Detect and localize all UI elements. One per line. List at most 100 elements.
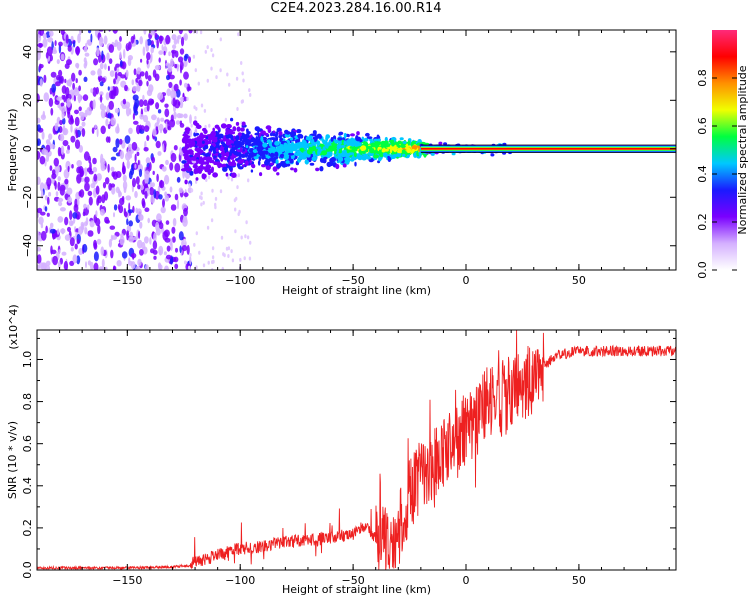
spectrogram-cell [189, 114, 192, 124]
spectrogram-cell [132, 254, 135, 260]
spectrogram-cell [81, 128, 86, 137]
spectrogram-cell [240, 235, 243, 240]
spectrogram-cell [237, 166, 244, 170]
spectrogram-cell [193, 242, 196, 247]
spectrogram-cell [163, 251, 167, 256]
spectrogram-cell [60, 145, 65, 155]
spectrogram-cell [164, 265, 169, 270]
spectrogram-cell [78, 69, 82, 76]
spectrogram-cell [99, 208, 105, 216]
x-tick-label: −100 [225, 274, 255, 287]
spectrogram-cell [55, 81, 61, 87]
spectrogram-cell [145, 264, 149, 270]
spectrogram-cell [76, 160, 82, 167]
spectrogram-cell [142, 94, 145, 101]
spectrogram-cell [259, 172, 263, 177]
spectrogram-cell [139, 36, 143, 45]
spectrogram-cell [254, 126, 260, 132]
spectrogram-cell [144, 207, 150, 212]
spectrogram-cell [65, 93, 72, 101]
spectrogram-cell [236, 185, 239, 190]
x-tick-label: −100 [225, 574, 255, 587]
spectrogram-cell [152, 128, 157, 137]
spectrogram-cell [211, 159, 215, 164]
spectrogram-cell [306, 148, 313, 155]
y-tick-label: 40 [21, 45, 34, 59]
spectrogram-cell [322, 146, 327, 151]
spectrogram-cell [198, 133, 205, 140]
spectrogram-cell [66, 187, 73, 195]
spectrogram-cell [67, 45, 72, 52]
spectrogram-cell [43, 92, 50, 102]
spectrogram-cell [151, 156, 156, 164]
spectrogram-cell [325, 135, 329, 142]
spectrogram-cell [121, 195, 125, 202]
spectrogram-cell [139, 71, 145, 77]
spectrogram-cell [119, 36, 122, 42]
y-axis-label: Frequency (Hz) [6, 109, 19, 192]
spectrogram-cell [179, 48, 185, 55]
spectrogram-cell [218, 153, 222, 158]
colorbar-tick-label: 0.8 [696, 69, 709, 87]
spectrogram-cell [110, 166, 115, 172]
spectrogram-cell [172, 236, 176, 243]
spectrogram-cell [231, 172, 237, 178]
spectrogram-cell [56, 96, 63, 101]
spectrogram-cell [166, 74, 170, 81]
spectrogram-cell [78, 145, 84, 153]
spectrogram-cell [93, 239, 97, 249]
spectrogram-cell [233, 162, 237, 166]
spectrogram-cell [397, 150, 403, 154]
spectrogram-cell [75, 46, 81, 55]
spectrogram-cell [223, 253, 226, 258]
spectrogram-cell [62, 140, 69, 147]
spectrogram-cell [59, 75, 64, 84]
spectrogram-cell [144, 170, 150, 180]
spectrogram-cell [67, 226, 71, 232]
spectrogram-cell [391, 142, 395, 147]
spectrogram-cell [84, 182, 90, 192]
spectrogram-cell [373, 138, 379, 142]
spectrogram-cell [158, 245, 164, 256]
spectrogram-cell [350, 133, 355, 137]
spectrogram-cell [366, 136, 373, 140]
spectrogram-cell [362, 150, 366, 154]
spectrogram-cell [337, 156, 344, 162]
spectrogram-cell [161, 166, 167, 172]
spectrogram-cell [198, 250, 201, 255]
spectrogram-cell [169, 186, 173, 193]
spectrogram-cell [37, 138, 41, 146]
spectrogram-cell [87, 204, 90, 210]
spectrogram-cell [152, 240, 158, 250]
spectrogram-cell [349, 146, 353, 149]
spectrogram-cell [46, 212, 50, 217]
spectrogram-cell [113, 204, 118, 211]
spectrogram-cell [44, 206, 48, 212]
spectrogram-cell [110, 117, 117, 126]
spectrogram-cell [155, 221, 160, 232]
spectrogram-cell [200, 163, 204, 170]
spectrogram-cell [74, 243, 78, 250]
spectrogram-cell [204, 153, 211, 158]
spectrogram-cell [318, 135, 322, 139]
spectrogram-cell [194, 179, 198, 184]
spectrogram-cell [99, 266, 105, 270]
spectrogram-cell [147, 75, 152, 82]
spectrogram-cell [157, 92, 164, 100]
spectrogram-cell [183, 162, 190, 169]
spectrogram-cell [84, 52, 90, 57]
spectrogram-cell [267, 127, 272, 134]
spectrogram-cell [157, 151, 162, 156]
spectrogram-cell [43, 74, 47, 84]
spectrogram-cell [407, 140, 411, 146]
spectrogram-cell [170, 152, 177, 163]
spectrogram-cell [186, 244, 190, 255]
spectrogram-cell [328, 161, 334, 165]
spectrogram-cell [138, 99, 144, 107]
spectrogram-cell [151, 114, 157, 121]
spectrogram-cell [81, 121, 86, 127]
spectrogram-cell [77, 33, 81, 44]
spectrogram-cell [235, 158, 238, 162]
spectrogram-cell [285, 160, 290, 164]
spectrogram-cell [349, 137, 355, 143]
